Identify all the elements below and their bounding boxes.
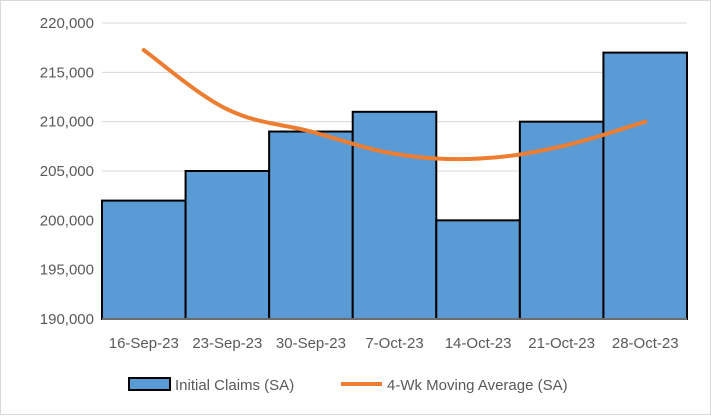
line-series	[141, 48, 648, 162]
y-tick-label: 210,000	[40, 114, 94, 131]
bar	[602, 51, 689, 320]
bar	[435, 219, 521, 320]
bar	[268, 130, 354, 320]
bar	[184, 170, 271, 320]
x-axis-tick-labels: 16-Sep-23 23-Sep-23 30-Sep-23 7-Oct-23 14-Oc…	[109, 335, 679, 352]
y-tick-label: 195,000	[40, 262, 94, 279]
x-tick-label: 30-Sep-23	[276, 335, 346, 352]
x-tick-label: 21-Oct-23	[528, 335, 595, 352]
y-axis-tick-labels: 190,000 195,000 200,000 205,000 210,000 215,0…	[40, 15, 94, 328]
moving-average-point	[392, 151, 397, 156]
x-tick-label: 7-Oct-23	[365, 335, 423, 352]
y-tick-label: 205,000	[40, 163, 94, 180]
legend-label-initial-claims: Initial Claims (SA)	[175, 377, 294, 394]
bar-series	[101, 51, 689, 321]
moving-average-point	[225, 107, 230, 112]
y-tick-label: 190,000	[40, 311, 94, 328]
moving-average-point	[559, 144, 564, 149]
moving-average-point	[308, 129, 313, 134]
y-tick-label: 200,000	[40, 212, 94, 229]
moving-average-point	[476, 156, 481, 161]
legend-swatch-initial-claims	[128, 377, 171, 391]
bar	[101, 199, 187, 321]
y-tick-label: 220,000	[40, 15, 94, 32]
x-tick-label: 28-Oct-23	[612, 335, 679, 352]
legend-label-moving-average: 4-Wk Moving Average (SA)	[387, 377, 568, 394]
x-tick-label: 14-Oct-23	[445, 335, 512, 352]
legend: Initial Claims (SA) 4-Wk Moving Average …	[128, 377, 568, 394]
x-tick-label: 16-Sep-23	[109, 335, 179, 352]
y-tick-label: 215,000	[40, 64, 94, 81]
x-tick-label: 23-Sep-23	[192, 335, 262, 352]
moving-average-point	[141, 48, 146, 53]
bar	[351, 110, 438, 320]
moving-average-point	[643, 119, 648, 124]
